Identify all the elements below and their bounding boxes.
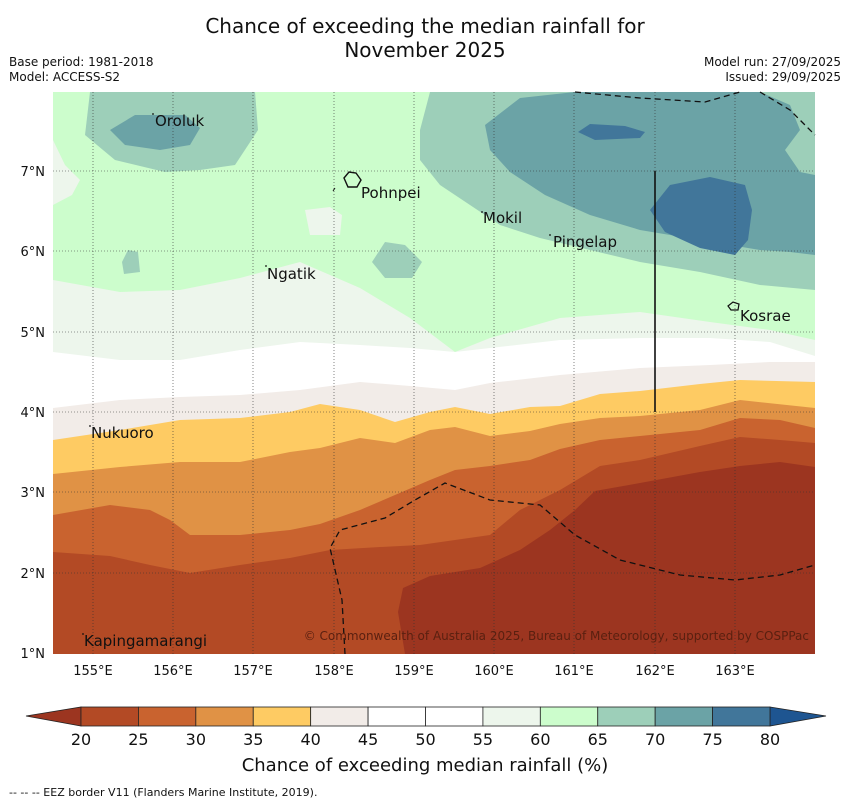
colorbar-tick-label: 70: [645, 730, 665, 749]
field-below-20: [398, 462, 815, 654]
place-kosrae: Kosrae: [740, 307, 791, 325]
eez-borders: [329, 91, 816, 655]
base-period: Base period: 1981-2018: [9, 55, 154, 69]
colorbar-tick-label: 65: [588, 730, 608, 749]
lon-tick-label: 158°E: [314, 664, 354, 679]
place-nukuoro: Nukuoro: [91, 424, 154, 442]
colorbar-swatch: [367, 706, 426, 727]
colorbar: 20 25 30 35 40 45 50 55 60 65 70 75 80: [25, 706, 827, 749]
lon-tick-label: 163°E: [715, 664, 755, 679]
colorbar-tick-label: 75: [702, 730, 722, 749]
pohnpei-reef: [332, 187, 336, 192]
colorbar-swatch: [138, 706, 197, 727]
place-pohnpei: Pohnpei: [361, 184, 421, 202]
lon-tick-label: 162°E: [635, 664, 675, 679]
lat-tick-label: 6°N: [21, 245, 46, 260]
place-oroluk: Oroluk: [155, 112, 204, 130]
place-kapingamarangi: Kapingamarangi: [84, 632, 207, 650]
issued-date: Issued: 29/09/2025: [725, 70, 841, 84]
meta-right: Model run: 27/09/2025 Issued: 29/09/2025: [704, 55, 841, 85]
field-70-75-west: [110, 115, 200, 150]
model-name: Model: ACCESS-S2: [9, 70, 121, 84]
lon-tick-label: 161°E: [554, 664, 594, 679]
field-65-70-islet2: [122, 250, 140, 274]
copyright-notice: © Commonwealth of Australia 2025, Bureau…: [304, 629, 809, 643]
colorbar-swatch: [482, 706, 541, 727]
title-line-1: Chance of exceeding the median rainfall …: [205, 14, 645, 38]
contour-fields: [53, 92, 815, 654]
colorbar-swatch: [252, 706, 312, 727]
meta-left: Base period: 1981-2018 Model: ACCESS-S2: [9, 55, 154, 85]
colorbar-swatch: [654, 706, 713, 727]
lon-tick-label: 159°E: [394, 664, 434, 679]
colorbar-tick-label: 30: [186, 730, 206, 749]
lat-tick-label: 2°N: [21, 567, 46, 582]
title-line-2: November 2025: [344, 38, 506, 62]
colorbar-low-extend: [25, 706, 82, 727]
colorbar-swatch: [195, 706, 254, 727]
colorbar-tick-label: 25: [128, 730, 148, 749]
colorbar-swatch: [80, 706, 139, 727]
field-75-80-small: [578, 124, 645, 140]
place-mokil: Mokil: [483, 209, 522, 227]
place-markers: [82, 113, 551, 635]
pohnpei-outline: [343, 171, 362, 188]
place-pingelap: Pingelap: [553, 233, 617, 251]
colorbar-tick-label: 50: [415, 730, 435, 749]
gridlines: [53, 92, 815, 654]
lon-tick-label: 156°E: [153, 664, 193, 679]
colorbar-tick-label: 35: [243, 730, 263, 749]
field-65-70-islet1: [372, 242, 422, 278]
kosrae-outline: [727, 301, 740, 311]
colorbar-tick-label: 60: [530, 730, 550, 749]
chart-title: Chance of exceeding the median rainfall …: [0, 14, 850, 62]
colorbar-tick-label: 55: [473, 730, 493, 749]
colorbar-title: Chance of exceeding median rainfall (%): [241, 755, 609, 776]
colorbar-tick-label: 45: [358, 730, 378, 749]
colorbar-tick-label: 40: [300, 730, 320, 749]
colorbar-swatch: [425, 706, 484, 727]
colorbar-swatch: [597, 706, 656, 727]
field-75-80: [650, 177, 752, 255]
field-55-60-west: [53, 140, 80, 205]
place-ngatik: Ngatik: [267, 265, 316, 283]
lat-tick-label: 7°N: [21, 165, 46, 180]
colorbar-swatch: [310, 706, 369, 727]
colorbar-swatch: [712, 706, 771, 727]
lon-tick-label: 160°E: [474, 664, 514, 679]
model-run: Model run: 27/09/2025: [703, 55, 841, 69]
colorbar-tick-label: 80: [760, 730, 780, 749]
colorbar-swatch: [539, 706, 599, 727]
field-55-60-islet: [305, 207, 342, 235]
lat-tick-label: 1°N: [21, 647, 46, 662]
colorbar-high-extend: [769, 706, 827, 727]
lat-tick-label: 4°N: [21, 406, 46, 421]
lat-tick-label: 3°N: [21, 486, 46, 501]
colorbar-tick-label: 20: [71, 730, 91, 749]
lon-tick-label: 157°E: [233, 664, 273, 679]
lat-tick-label: 5°N: [21, 326, 46, 341]
eez-legend-footer: -- -- -- EEZ border V11 (Flanders Marine…: [9, 786, 318, 799]
lon-tick-label: 155°E: [73, 664, 113, 679]
